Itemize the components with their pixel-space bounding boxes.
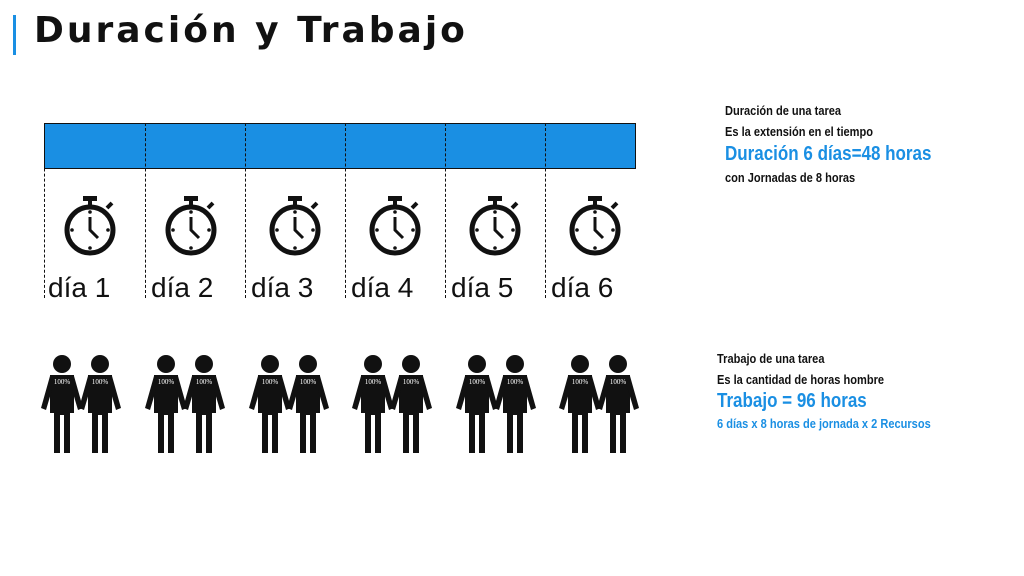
resource-pair: 100% 100% <box>349 353 439 455</box>
day-divider <box>145 123 146 298</box>
page-title: Duración y Trabajo <box>34 10 468 51</box>
person-icon <box>79 355 121 453</box>
work-formula: Trabajo = 96 horas <box>717 390 867 412</box>
resource-pair: 100% 100% <box>38 353 128 455</box>
day-label: día 1 <box>48 272 111 303</box>
day-divider <box>345 123 346 298</box>
person-icon <box>287 355 329 453</box>
allocation-badge: 100% <box>506 378 524 386</box>
person-icon <box>390 355 432 453</box>
allocation-badge: 100% <box>157 378 175 386</box>
duration-info: Duración de una tarea Es la extensión en… <box>725 103 968 185</box>
person-icon <box>559 355 601 453</box>
work-info: Trabajo de una tarea Es la cantidad de h… <box>717 351 968 431</box>
day-label: día 3 <box>251 272 314 303</box>
allocation-badge: 100% <box>299 378 317 386</box>
person-icon <box>145 355 187 453</box>
day-label: día 6 <box>551 272 614 303</box>
work-definition: Es la cantidad de horas hombre <box>717 372 885 387</box>
duration-bar <box>44 123 636 169</box>
allocation-badge: 100% <box>261 378 279 386</box>
resource-pair: 100% 100% <box>453 353 543 455</box>
resource-pair: 100% 100% <box>142 353 232 455</box>
duration-definition: Es la extensión en el tiempo <box>725 124 874 139</box>
person-icon <box>41 355 83 453</box>
stopwatch-icon <box>165 196 217 256</box>
stopwatch-icon <box>469 196 521 256</box>
resource-pair: 100% 100% <box>556 353 646 455</box>
duration-formula: Duración 6 días=48 horas <box>725 143 932 165</box>
person-icon <box>456 355 498 453</box>
person-icon <box>597 355 639 453</box>
allocation-badge: 100% <box>364 378 382 386</box>
day-label: día 5 <box>451 272 514 303</box>
allocation-badge: 100% <box>91 378 109 386</box>
allocation-badge: 100% <box>468 378 486 386</box>
day-label: día 2 <box>151 272 214 303</box>
person-icon <box>352 355 394 453</box>
stopwatch-icon <box>64 196 116 256</box>
allocation-badge: 100% <box>571 378 589 386</box>
work-heading: Trabajo de una tarea <box>717 351 825 366</box>
person-icon <box>249 355 291 453</box>
allocation-badge: 100% <box>53 378 71 386</box>
work-note: 6 días x 8 horas de jornada x 2 Recursos <box>717 416 931 431</box>
day-divider <box>445 123 446 298</box>
duration-heading: Duración de una tarea <box>725 103 842 118</box>
stopwatch-icon <box>569 196 621 256</box>
allocation-badge: 100% <box>195 378 213 386</box>
title-accent-bar <box>13 15 16 55</box>
person-icon <box>183 355 225 453</box>
allocation-badge: 100% <box>402 378 420 386</box>
stopwatch-icon <box>269 196 321 256</box>
day-divider <box>545 123 546 298</box>
day-label: día 4 <box>351 272 414 303</box>
stopwatch-icon <box>369 196 421 256</box>
day-divider <box>44 123 45 298</box>
day-divider <box>245 123 246 298</box>
allocation-badge: 100% <box>609 378 627 386</box>
person-icon <box>494 355 536 453</box>
duration-note: con Jornadas de 8 horas <box>725 170 856 185</box>
resource-pair: 100% 100% <box>246 353 336 455</box>
